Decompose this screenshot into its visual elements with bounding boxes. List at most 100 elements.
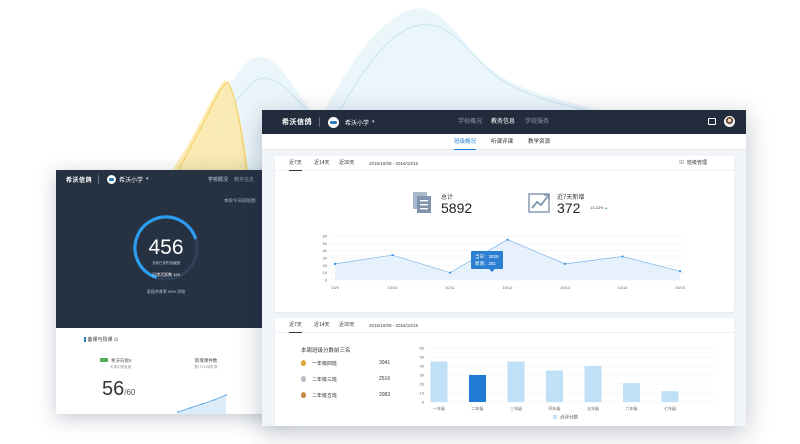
chevron-down-icon[interactable]: ▾ xyxy=(146,176,149,182)
range-7-days[interactable]: 近7天 xyxy=(289,156,302,171)
x-tick-label: 五年级 xyxy=(587,405,599,411)
total-label: 总计 xyxy=(441,195,454,201)
tab-teaching-resources[interactable]: 教学资源 xyxy=(528,139,551,145)
date-range[interactable]: 2016/10/09 - 2016/10/15 xyxy=(369,161,419,166)
mini-dot xyxy=(225,394,227,396)
gold-medal-icon xyxy=(301,360,306,366)
y-tick-label: 20 xyxy=(420,382,425,387)
tab-lesson-review[interactable]: 听课评课 xyxy=(491,139,514,145)
chart-point xyxy=(391,253,394,257)
x-tick-label: 三年级 xyxy=(510,405,522,411)
y-tick-label: 60 xyxy=(323,234,328,239)
rank-class-name: 二年级五班 xyxy=(312,393,338,399)
y-tick-label: 40 xyxy=(323,248,328,253)
coverage-total: /60 xyxy=(124,388,136,397)
range-30-days[interactable]: 近30天 xyxy=(339,322,355,328)
rank-row: 二年级三班 xyxy=(301,376,337,383)
date-range[interactable]: 2016/10/09 - 2016/10/15 xyxy=(369,323,419,328)
new-courseware-title: 新增课件数 xyxy=(194,358,218,363)
nav-school-services[interactable]: 学校服务 xyxy=(525,119,550,125)
rank-row: 一年级四班 xyxy=(301,360,337,367)
range-bar: 近7天 近14天 近30天 2016/10/09 - 2016/10/15 xyxy=(275,318,734,333)
coverage-value: 56/60 xyxy=(102,378,135,401)
y-tick-label: 50 xyxy=(420,355,425,360)
x-tick-label: 二年级 xyxy=(472,405,484,411)
growth-value: 372 xyxy=(557,200,581,216)
nav-school-overview[interactable]: 学校概况 xyxy=(458,119,483,125)
chart-bar xyxy=(546,370,563,402)
school-selector[interactable]: 希沃小学 xyxy=(345,120,370,127)
chart-bar xyxy=(430,361,448,402)
x-tick-label: 10/10 xyxy=(387,285,398,290)
y-tick-label: 10 xyxy=(323,270,328,275)
trend-chart-icon xyxy=(528,193,550,213)
top-navbar: 希沃信鸽 希沃小学 ▾ 学校概况 教务信息 学校服务 xyxy=(262,110,746,134)
x-tick-label: 10/13 xyxy=(560,285,571,290)
dark-panel: 希沃信鸽 希沃小学 ▾ 学校概况 教务信息 本校今日班级圈 456 当前已发布班… xyxy=(56,170,290,328)
trend-icon-arrow xyxy=(544,194,550,200)
nav-academic-info[interactable]: 教务信息 xyxy=(234,177,255,183)
school-selector[interactable]: 希沃小学 xyxy=(119,177,144,184)
total-value: 5892 xyxy=(441,200,473,216)
silver-medal-icon xyxy=(301,376,306,382)
class-manage-button[interactable]: 班级管理 xyxy=(679,156,707,171)
back-dashboard-window: 希沃信鸽 希沃小学 ▾ 学校概况 教务信息 本校今日班级圈 456 当前已发布班… xyxy=(56,170,290,414)
tooltip-day-value: 当日：3029 xyxy=(475,254,499,259)
gauge-ring xyxy=(133,215,199,281)
mini-dot xyxy=(189,407,191,409)
school-logo-icon xyxy=(328,116,339,128)
nav-school-overview[interactable]: 学校概况 xyxy=(208,177,229,183)
documents-icon-line xyxy=(420,200,428,202)
y-tick-label: 0 xyxy=(422,400,425,405)
class-stats-card: 近7天 近14天 近30天 2016/10/09 - 2016/10/15 班级… xyxy=(275,156,734,312)
gauge-subtext: 日常活跃数 420 xyxy=(152,272,180,277)
y-tick-label: 30 xyxy=(323,256,328,261)
rank-score: 2516 xyxy=(379,376,391,382)
brand-logo: 希沃信鸽 xyxy=(66,177,93,184)
chevron-down-icon[interactable]: ▾ xyxy=(372,119,375,125)
whiteboard-subtext: 未课中覆盖课 xyxy=(110,365,131,369)
range-7-days[interactable]: 近7天 xyxy=(289,318,302,333)
gauge-progress xyxy=(133,215,199,281)
growth-label: 近7天新增 xyxy=(557,195,585,201)
x-tick-label: 四年级 xyxy=(549,405,561,411)
x-tick-label: 10/14 xyxy=(617,285,628,290)
divider xyxy=(319,117,320,127)
chart-point xyxy=(506,238,509,241)
x-tick-label: 七年级 xyxy=(664,405,676,411)
legend-swatch xyxy=(553,415,557,419)
avatar[interactable] xyxy=(724,116,735,127)
ranking-title: 本周班级分数前三名 xyxy=(301,348,351,354)
chart-bar xyxy=(623,383,640,402)
main-dashboard-window: 希沃信鸽 希沃小学 ▾ 学校概况 教务信息 学校服务 班级概况 听课评课 教学资… xyxy=(262,110,746,426)
chart-bar xyxy=(507,361,525,402)
chart-bar xyxy=(469,375,486,402)
range-14-days[interactable]: 近14天 xyxy=(314,160,330,166)
mini-dot xyxy=(177,411,179,413)
tab-class-overview[interactable]: 班级概况 xyxy=(454,134,477,150)
tooltip-new-value: 新增：281 xyxy=(475,261,497,266)
brand-logo[interactable]: 希沃信鸽 xyxy=(282,119,312,126)
chart-point xyxy=(621,255,624,258)
x-tick-label: 10/15 xyxy=(675,285,686,290)
message-icon[interactable] xyxy=(708,118,716,125)
sub-navbar: 班级概况 听课评课 教学资源 xyxy=(262,134,746,150)
y-tick-label: 10 xyxy=(420,391,425,396)
chart-bar xyxy=(584,366,602,402)
x-tick-label: 10/11 xyxy=(445,285,455,290)
range-14-days[interactable]: 近14天 xyxy=(314,322,330,328)
chart-point xyxy=(678,270,682,273)
rank-class-name: 二年级三班 xyxy=(312,377,338,383)
teaching-panel: 备课与授课 ⊙ 希沃白板5 未课中覆盖课 56/60 新增课件数 累计123课件… xyxy=(78,328,290,414)
y-tick-label: 60 xyxy=(420,346,425,351)
class-trend-chart[interactable]: 0 10 20 30 40 50 60 10/9 10/10 10/11 10/12 10/13 10/… xyxy=(275,156,734,312)
x-tick-label: 10/12 xyxy=(502,285,513,290)
rank-row: 二年级五班 xyxy=(301,392,337,399)
trend-icon-frame xyxy=(528,193,550,213)
range-30-days[interactable]: 近30天 xyxy=(339,160,355,166)
gauge-knob xyxy=(193,236,197,240)
nav-academic-info[interactable]: 教务信息 xyxy=(491,119,516,125)
class-ranking-card: 近7天 近14天 近30天 2016/10/09 - 2016/10/15 本周… xyxy=(275,318,734,426)
